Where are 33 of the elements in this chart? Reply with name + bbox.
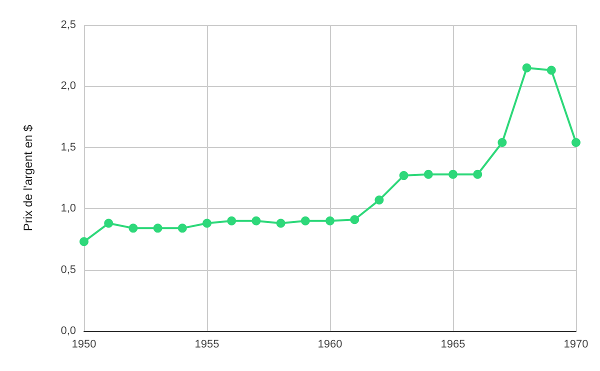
point bbox=[178, 224, 187, 233]
point bbox=[153, 224, 162, 233]
point bbox=[424, 170, 433, 179]
point bbox=[104, 218, 114, 228]
y-tick-label: 1,0 bbox=[60, 202, 76, 215]
point bbox=[572, 138, 580, 147]
point bbox=[252, 216, 261, 226]
point bbox=[227, 216, 236, 226]
point bbox=[128, 224, 138, 233]
point bbox=[202, 218, 212, 228]
y-tick-label: 2,0 bbox=[60, 80, 76, 92]
y-tick-label: 2,5 bbox=[60, 19, 76, 31]
x-tick-label: 1970 bbox=[564, 338, 588, 350]
point bbox=[399, 171, 408, 180]
y-tick-label: 1,5 bbox=[60, 141, 76, 154]
point bbox=[276, 218, 286, 228]
point bbox=[498, 138, 507, 147]
point bbox=[473, 170, 482, 179]
point bbox=[300, 216, 310, 226]
x-tick-label: 1950 bbox=[72, 338, 96, 350]
point bbox=[448, 170, 458, 179]
point bbox=[374, 196, 384, 205]
point bbox=[522, 63, 532, 72]
y-tick-label: 0,5 bbox=[60, 264, 76, 276]
point bbox=[350, 215, 360, 224]
x-tick-label: 1960 bbox=[318, 338, 342, 350]
x-tick-label: 1955 bbox=[194, 338, 220, 350]
y-tick-label: 0,0 bbox=[60, 325, 76, 337]
point bbox=[546, 66, 556, 75]
y-axis-title: Prix de l'argent en $ bbox=[21, 124, 35, 232]
point bbox=[80, 237, 88, 246]
x-tick-label: 1965 bbox=[440, 338, 466, 350]
point bbox=[326, 216, 334, 226]
